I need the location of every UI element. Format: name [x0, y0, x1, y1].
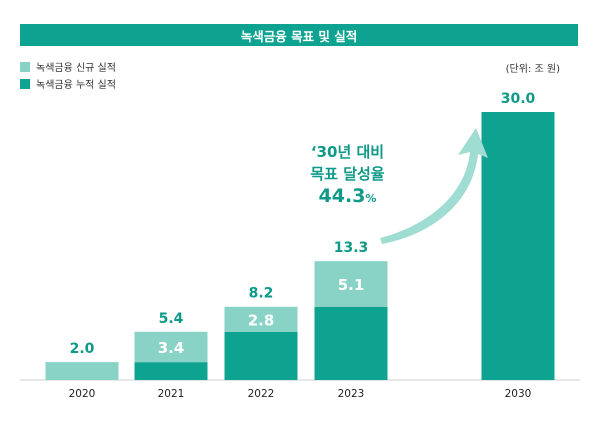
total-label-2023: 13.3 — [334, 240, 369, 256]
legend-label-cumulative: 녹색금융 누적 실적 — [36, 80, 116, 91]
title-banner-bg — [20, 24, 578, 46]
x-tick-2023: 2023 — [338, 388, 365, 400]
callout-rate: 44.3% — [300, 185, 395, 210]
bar-2023-new — [314, 261, 388, 307]
x-tick-2020: 2020 — [69, 388, 96, 400]
x-tick-2021: 2021 — [158, 388, 185, 400]
total-label-2022: 8.2 — [249, 286, 274, 302]
bar-2020-new — [45, 362, 119, 380]
callout-rate-unit: % — [365, 192, 377, 205]
chart-title: 녹색금융 목표 및 실적 — [240, 28, 358, 44]
new-label-2023: 5.1 — [338, 276, 365, 294]
new-label-2022: 2.8 — [248, 311, 275, 329]
legend-item-new: 녹색금융 신규 실적 — [20, 58, 116, 75]
callout-rate-value: 44.3 — [318, 185, 366, 207]
bar-2021-new — [134, 331, 208, 363]
x-tick-2022: 2022 — [248, 388, 275, 400]
labels-group: 2.0 2020 5.4 3.4 2021 8.2 2.8 2022 13.3 5.1 2023 30… — [69, 91, 536, 400]
achievement-callout: ‘30년 대비 목표 달성율 44.3% — [300, 141, 395, 210]
bars-group — [45, 112, 555, 380]
bar-2022-cumulative — [224, 331, 298, 380]
unit-note: (단위: 조 원) — [505, 64, 560, 75]
bar-2023-cumulative — [314, 306, 388, 380]
total-label-2021: 5.4 — [159, 311, 184, 327]
bar-2021-cumulative — [134, 362, 208, 380]
bar-2022-new — [224, 306, 298, 332]
legend-swatch-cumulative — [20, 78, 30, 89]
total-label-2020: 2.0 — [70, 341, 95, 357]
callout-line-2: 목표 달성율 — [310, 165, 385, 183]
callout-line-1: ‘30년 대비 — [310, 143, 385, 161]
trend-arrow — [380, 128, 488, 244]
legend-label-new: 녹색금융 신규 실적 — [36, 63, 116, 74]
x-tick-2030: 2030 — [505, 388, 532, 400]
legend-item-cumulative: 녹색금융 누적 실적 — [20, 75, 116, 92]
legend: 녹색금융 신규 실적 녹색금융 누적 실적 — [20, 58, 116, 92]
total-label-2030: 30.0 — [501, 91, 536, 107]
new-label-2021: 3.4 — [158, 339, 185, 357]
legend-swatch-new — [20, 61, 30, 72]
bar-2030-cumulative — [481, 112, 555, 380]
